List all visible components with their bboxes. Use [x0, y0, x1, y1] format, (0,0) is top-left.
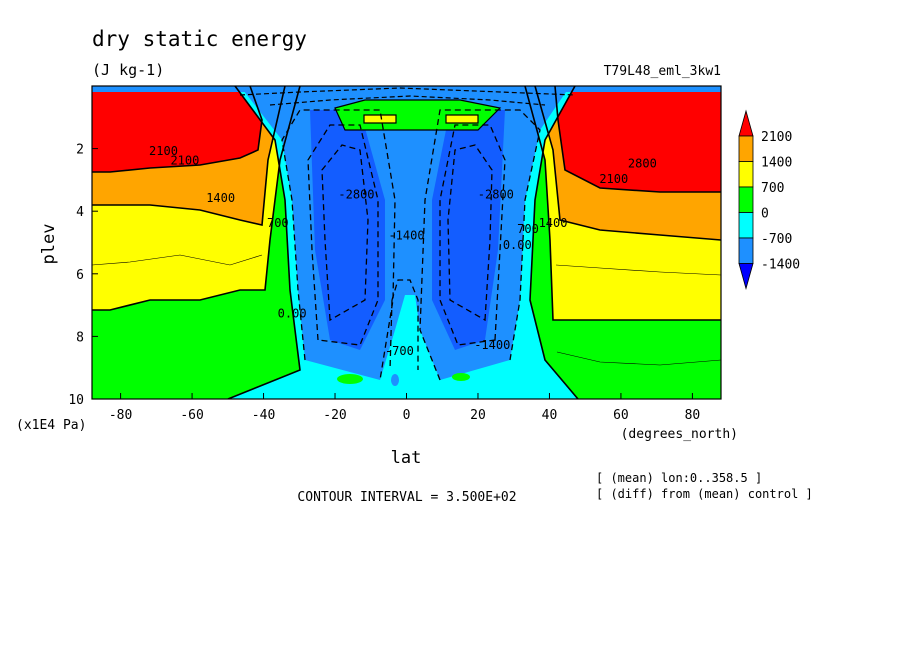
- contour-neg-5: [321, 144, 369, 322]
- fill-surface-blob-left: [337, 374, 363, 384]
- contour-neg-2: [419, 109, 541, 381]
- contour-top-4: [363, 114, 479, 124]
- colorbar: 2100 1400 700 0 -700 -1400: [738, 109, 800, 290]
- x-tick-label: 60: [613, 408, 629, 423]
- contour-lines: [92, 86, 721, 399]
- colorbar-extend-bottom: [738, 263, 754, 290]
- x-axis: -80 -60 -40 -20 0 20 40 60 80: [109, 393, 700, 423]
- contour-label: 1400: [539, 216, 568, 230]
- fill-sh-red: [92, 86, 262, 172]
- contour-nh-2100: [554, 86, 721, 193]
- contour-top-3: [334, 99, 502, 131]
- fill-top-blue-band: [92, 86, 721, 92]
- x-tick-label: -40: [252, 408, 275, 423]
- colorbar-label: 700: [761, 181, 784, 196]
- contour-nh-700: [524, 86, 721, 321]
- contour-label: 2100: [149, 144, 178, 158]
- contour-label: 2100: [599, 172, 628, 186]
- colorbar-label: 0: [761, 207, 769, 222]
- field-layer: [92, 86, 721, 399]
- chart-units: (J kg-1): [92, 61, 164, 79]
- colorbar-label: -700: [761, 232, 792, 247]
- fill-top-yellow-right: [446, 115, 478, 123]
- x-tick-label: -20: [323, 408, 346, 423]
- contour-sh-700: [92, 86, 301, 311]
- y-tick-label: 10: [68, 393, 84, 408]
- contour-neg-center: [389, 279, 419, 371]
- contour-label: 700: [517, 222, 539, 236]
- y-tick-label: 6: [76, 268, 84, 283]
- y-tick-label: 2: [76, 143, 84, 158]
- x-tick-label: 40: [542, 408, 558, 423]
- contour-label: 700: [267, 216, 289, 230]
- fill-surface-blob-right: [452, 373, 470, 381]
- contour-sh-0: [227, 86, 301, 399]
- colorbar-bin: [738, 161, 754, 188]
- contour-nh-0: [529, 86, 579, 399]
- colorbar-bin: [738, 237, 754, 264]
- contour-label: -1400: [388, 228, 424, 242]
- y-axis-label: plev: [39, 224, 59, 265]
- contour-neg-3: [307, 124, 379, 346]
- contour-label: -700: [385, 344, 414, 358]
- fill-top-yellow-left: [364, 115, 396, 123]
- contour-interval: CONTOUR INTERVAL = 3.500E+02: [297, 490, 516, 505]
- contour-label: 0.00: [503, 238, 532, 252]
- contour-nh-1400: [534, 86, 721, 241]
- contour-neg-4: [439, 124, 506, 346]
- x-tick-label: 0: [403, 408, 411, 423]
- contour-sh-thin-1: [92, 254, 263, 266]
- run-label: T79L48_eml_3kw1: [604, 64, 721, 79]
- contour-nh-thin-1: [555, 264, 721, 276]
- colorbar-extend-top: [738, 109, 754, 137]
- contour-nh-thin-2: [556, 351, 721, 366]
- x-axis-label: lat: [391, 448, 422, 468]
- note-diff: [ (diff) from (mean) control ]: [596, 487, 813, 501]
- x-tick-label: 80: [685, 408, 701, 423]
- y-axis: 2 4 6 8 10: [68, 143, 98, 408]
- fill-nh-red: [555, 86, 721, 192]
- chart-title: dry static energy: [92, 27, 307, 51]
- contour-label: 2800: [628, 156, 657, 170]
- contour-label: 2100: [170, 153, 199, 167]
- contour-sh-2100: [92, 86, 263, 173]
- contour-label: -2800: [338, 188, 374, 202]
- contour-label: -1400: [474, 338, 510, 352]
- x-tick-label: -60: [180, 408, 203, 423]
- y-axis-units: (x1E4 Pa): [16, 418, 86, 433]
- y-tick-label: 4: [76, 205, 84, 220]
- x-tick-label: -80: [109, 408, 132, 423]
- colorbar-label: -1400: [761, 258, 800, 273]
- colorbar-bin: [738, 186, 754, 213]
- contour-sh-1400: [92, 86, 286, 226]
- contour-label: 1400: [206, 191, 235, 205]
- contour-label: -2800: [478, 188, 514, 202]
- contour-top-2: [269, 95, 546, 106]
- contour-neg-6: [447, 144, 493, 322]
- x-axis-units: (degrees_north): [621, 427, 738, 442]
- x-tick-label: 20: [470, 408, 486, 423]
- y-tick-label: 8: [76, 330, 84, 345]
- colorbar-bin: [738, 135, 754, 162]
- contour-top-1: [239, 87, 576, 96]
- contour-label: 0.00: [278, 307, 307, 321]
- colorbar-label: 2100: [761, 130, 792, 145]
- fill-surface-blob-center: [391, 374, 399, 386]
- note-mean: [ (mean) lon:0..358.5 ]: [596, 471, 762, 485]
- fill-blue: [240, 86, 570, 380]
- colorbar-label: 1400: [761, 156, 792, 171]
- contour-neg-1: [281, 109, 396, 381]
- colorbar-bin: [738, 212, 754, 239]
